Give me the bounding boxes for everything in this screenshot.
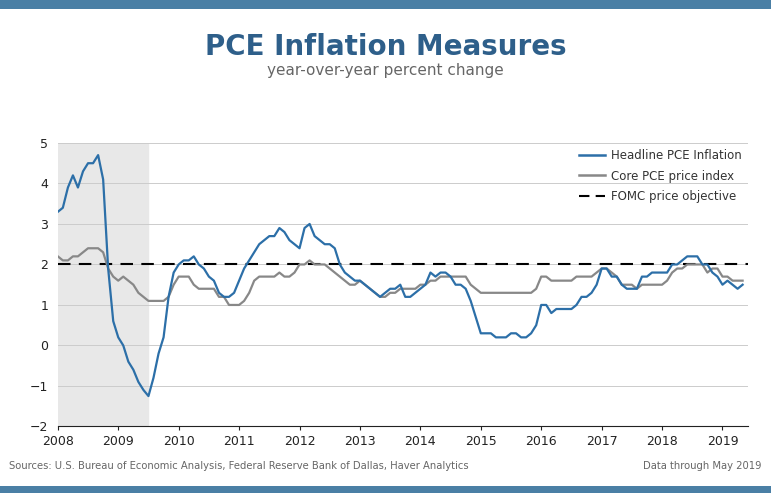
Text: Sources: U.S. Bureau of Economic Analysis, Federal Reserve Bank of Dallas, Haver: Sources: U.S. Bureau of Economic Analysi… <box>9 461 469 471</box>
Text: PCE Inflation Measures: PCE Inflation Measures <box>204 33 567 61</box>
Text: year-over-year percent change: year-over-year percent change <box>267 64 504 78</box>
Legend: Headline PCE Inflation, Core PCE price index, FOMC price objective: Headline PCE Inflation, Core PCE price i… <box>579 149 742 203</box>
Text: Data through May 2019: Data through May 2019 <box>643 461 762 471</box>
Bar <box>58 143 149 426</box>
